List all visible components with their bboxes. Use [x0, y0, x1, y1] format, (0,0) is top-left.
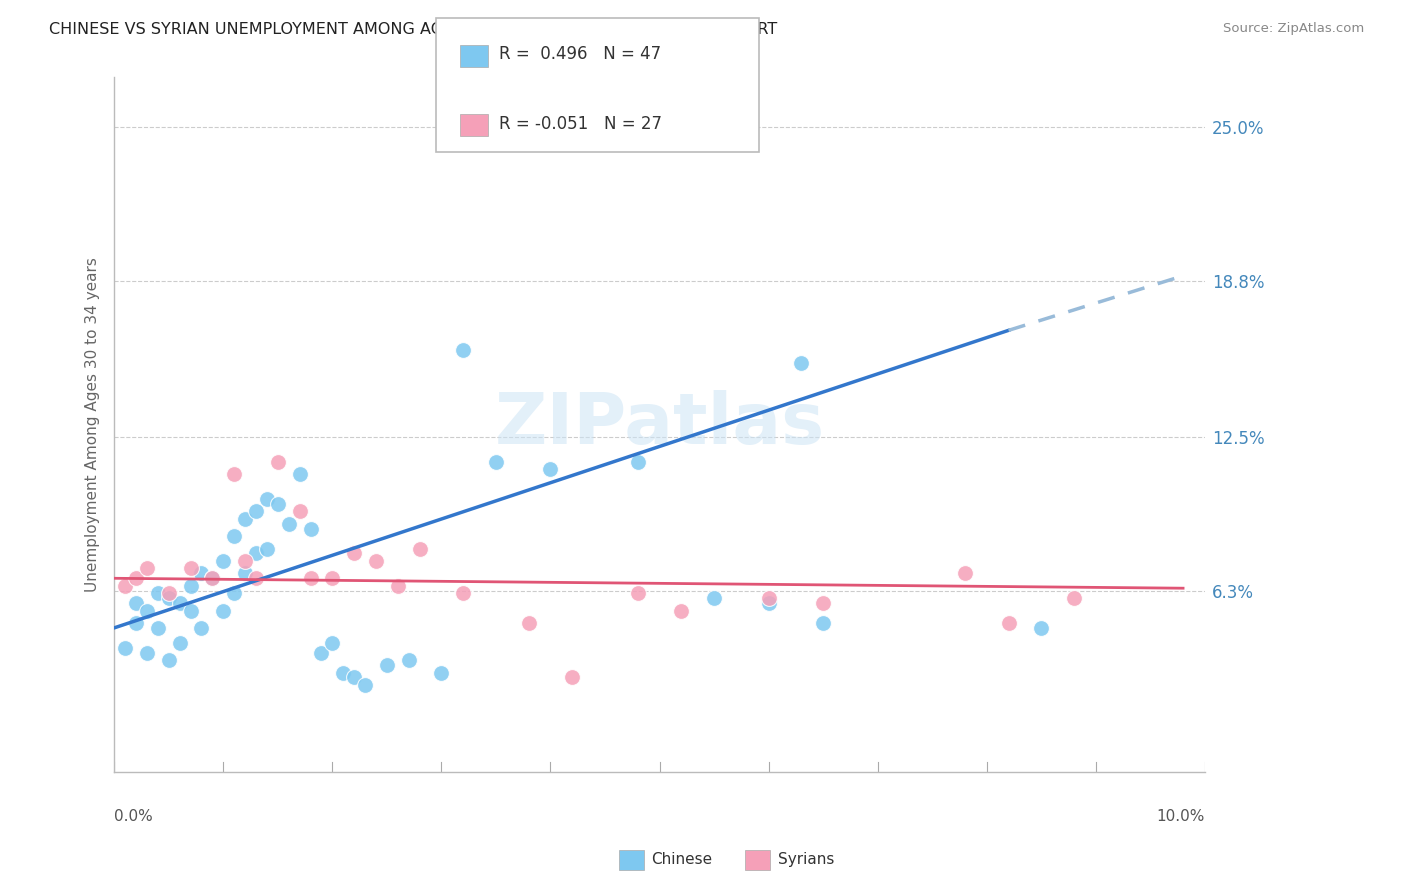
- Point: [135, 561, 157, 575]
- Point: [758, 596, 780, 610]
- Text: CHINESE VS SYRIAN UNEMPLOYMENT AMONG AGES 30 TO 34 YEARS CORRELATION CHART: CHINESE VS SYRIAN UNEMPLOYMENT AMONG AGE…: [49, 22, 778, 37]
- Point: [451, 586, 474, 600]
- Text: 0.0%: 0.0%: [114, 809, 153, 824]
- Point: [758, 591, 780, 606]
- Point: [703, 591, 725, 606]
- Text: Source: ZipAtlas.com: Source: ZipAtlas.com: [1223, 22, 1364, 36]
- Point: [180, 561, 202, 575]
- Point: [277, 516, 299, 531]
- Text: Syrians: Syrians: [778, 853, 834, 867]
- Point: [485, 455, 508, 469]
- Point: [157, 653, 180, 667]
- Point: [114, 579, 136, 593]
- Point: [343, 670, 366, 684]
- Point: [517, 615, 540, 630]
- Point: [169, 636, 191, 650]
- Point: [387, 579, 409, 593]
- Point: [157, 591, 180, 606]
- Point: [288, 504, 311, 518]
- Point: [811, 615, 834, 630]
- Point: [245, 504, 267, 518]
- Point: [1031, 621, 1053, 635]
- Point: [245, 571, 267, 585]
- Point: [627, 455, 650, 469]
- Point: [125, 615, 148, 630]
- Point: [256, 541, 278, 556]
- Point: [135, 646, 157, 660]
- Point: [408, 541, 430, 556]
- Point: [299, 522, 322, 536]
- Point: [321, 571, 343, 585]
- Text: Chinese: Chinese: [651, 853, 711, 867]
- Point: [430, 665, 453, 680]
- Point: [354, 678, 377, 692]
- Point: [267, 497, 290, 511]
- Point: [1063, 591, 1085, 606]
- Point: [398, 653, 420, 667]
- Point: [224, 529, 246, 543]
- Point: [256, 491, 278, 506]
- Point: [343, 547, 366, 561]
- Point: [169, 596, 191, 610]
- Point: [135, 603, 157, 617]
- Point: [267, 455, 290, 469]
- Point: [561, 670, 583, 684]
- Point: [125, 596, 148, 610]
- Point: [180, 603, 202, 617]
- Point: [671, 603, 693, 617]
- Point: [224, 586, 246, 600]
- Point: [311, 646, 333, 660]
- Text: R =  0.496   N = 47: R = 0.496 N = 47: [499, 45, 661, 63]
- Point: [180, 579, 202, 593]
- Point: [332, 665, 354, 680]
- Point: [233, 554, 256, 568]
- Point: [811, 596, 834, 610]
- Point: [201, 571, 224, 585]
- Text: ZIPatlas: ZIPatlas: [495, 390, 824, 459]
- Text: R = -0.051   N = 27: R = -0.051 N = 27: [499, 115, 662, 133]
- Point: [212, 554, 235, 568]
- Point: [364, 554, 387, 568]
- Point: [224, 467, 246, 482]
- Point: [451, 343, 474, 358]
- Point: [190, 621, 212, 635]
- Y-axis label: Unemployment Among Ages 30 to 34 years: Unemployment Among Ages 30 to 34 years: [86, 257, 100, 592]
- Point: [190, 566, 212, 581]
- Point: [997, 615, 1019, 630]
- Point: [146, 586, 169, 600]
- Point: [790, 355, 813, 369]
- Point: [212, 603, 235, 617]
- Point: [125, 571, 148, 585]
- Point: [288, 467, 311, 482]
- Point: [233, 566, 256, 581]
- Point: [157, 586, 180, 600]
- Point: [245, 547, 267, 561]
- Point: [321, 636, 343, 650]
- Point: [375, 658, 398, 673]
- Point: [233, 512, 256, 526]
- Point: [627, 586, 650, 600]
- Text: 10.0%: 10.0%: [1157, 809, 1205, 824]
- Point: [953, 566, 976, 581]
- Point: [146, 621, 169, 635]
- Point: [114, 640, 136, 655]
- Point: [540, 462, 562, 476]
- Point: [299, 571, 322, 585]
- Point: [201, 571, 224, 585]
